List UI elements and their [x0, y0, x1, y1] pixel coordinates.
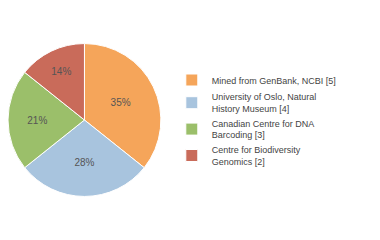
svg-text:14%: 14% [51, 66, 71, 77]
svg-text:University of Oslo, NaturalHis: University of Oslo, NaturalHistory Museu… [212, 92, 317, 114]
svg-text:28%: 28% [74, 157, 94, 168]
svg-text:Mined from GenBank, NCBI [5]: Mined from GenBank, NCBI [5] [212, 76, 336, 86]
svg-text:21%: 21% [27, 115, 47, 126]
svg-text:Canadian Centre for DNABarcodi: Canadian Centre for DNABarcoding [3] [212, 119, 315, 141]
svg-text:35%: 35% [111, 97, 131, 108]
svg-text:Centre for BiodiversityGenomic: Centre for BiodiversityGenomics [2] [212, 145, 301, 167]
